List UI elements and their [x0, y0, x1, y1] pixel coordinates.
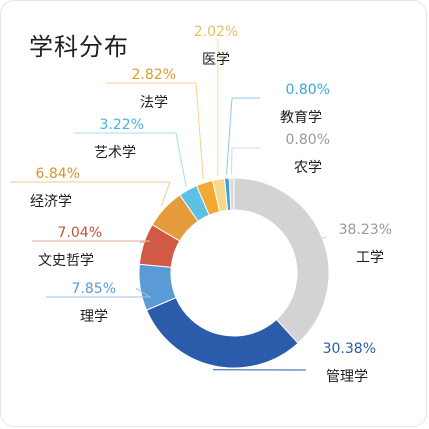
leader-line-6 [106, 82, 204, 179]
value-label-3: 7.04% [58, 225, 102, 241]
category-label-6: 法学 [140, 95, 168, 111]
category-label-1: 管理学 [326, 369, 368, 385]
value-label-1: 30.38% [323, 341, 376, 357]
category-label-2: 理学 [80, 309, 108, 325]
value-label-4: 6.84% [36, 166, 80, 182]
value-label-6: 2.82% [132, 67, 176, 83]
leader-line-8 [226, 97, 260, 175]
category-label-3: 文史哲学 [38, 253, 94, 269]
category-label-0: 工学 [356, 250, 384, 266]
leader-line-9 [231, 147, 260, 175]
leader-line-5 [74, 132, 187, 187]
value-label-9: 0.80% [286, 132, 330, 148]
value-label-5: 3.22% [100, 117, 144, 133]
chart-title: 学科分布 [29, 33, 129, 61]
leader-line-7 [216, 39, 219, 176]
value-label-2: 7.85% [72, 281, 116, 297]
slice-1[interactable] [145, 296, 299, 369]
leader-line-4 [10, 181, 171, 206]
category-label-4: 经济学 [30, 194, 72, 210]
category-label-5: 艺术学 [94, 145, 136, 161]
slice-0[interactable] [233, 177, 330, 344]
value-label-7: 2.02% [194, 24, 238, 40]
category-label-9: 农学 [294, 160, 322, 176]
value-label-0: 38.23% [339, 222, 392, 238]
category-label-8: 教育学 [280, 110, 322, 126]
value-label-8: 0.80% [286, 82, 330, 98]
leader-line-2 [46, 287, 152, 298]
leader-line-3 [32, 240, 151, 244]
category-label-7: 医学 [202, 52, 230, 68]
leader-line-0 [322, 236, 327, 239]
slice-9[interactable] [228, 177, 235, 211]
